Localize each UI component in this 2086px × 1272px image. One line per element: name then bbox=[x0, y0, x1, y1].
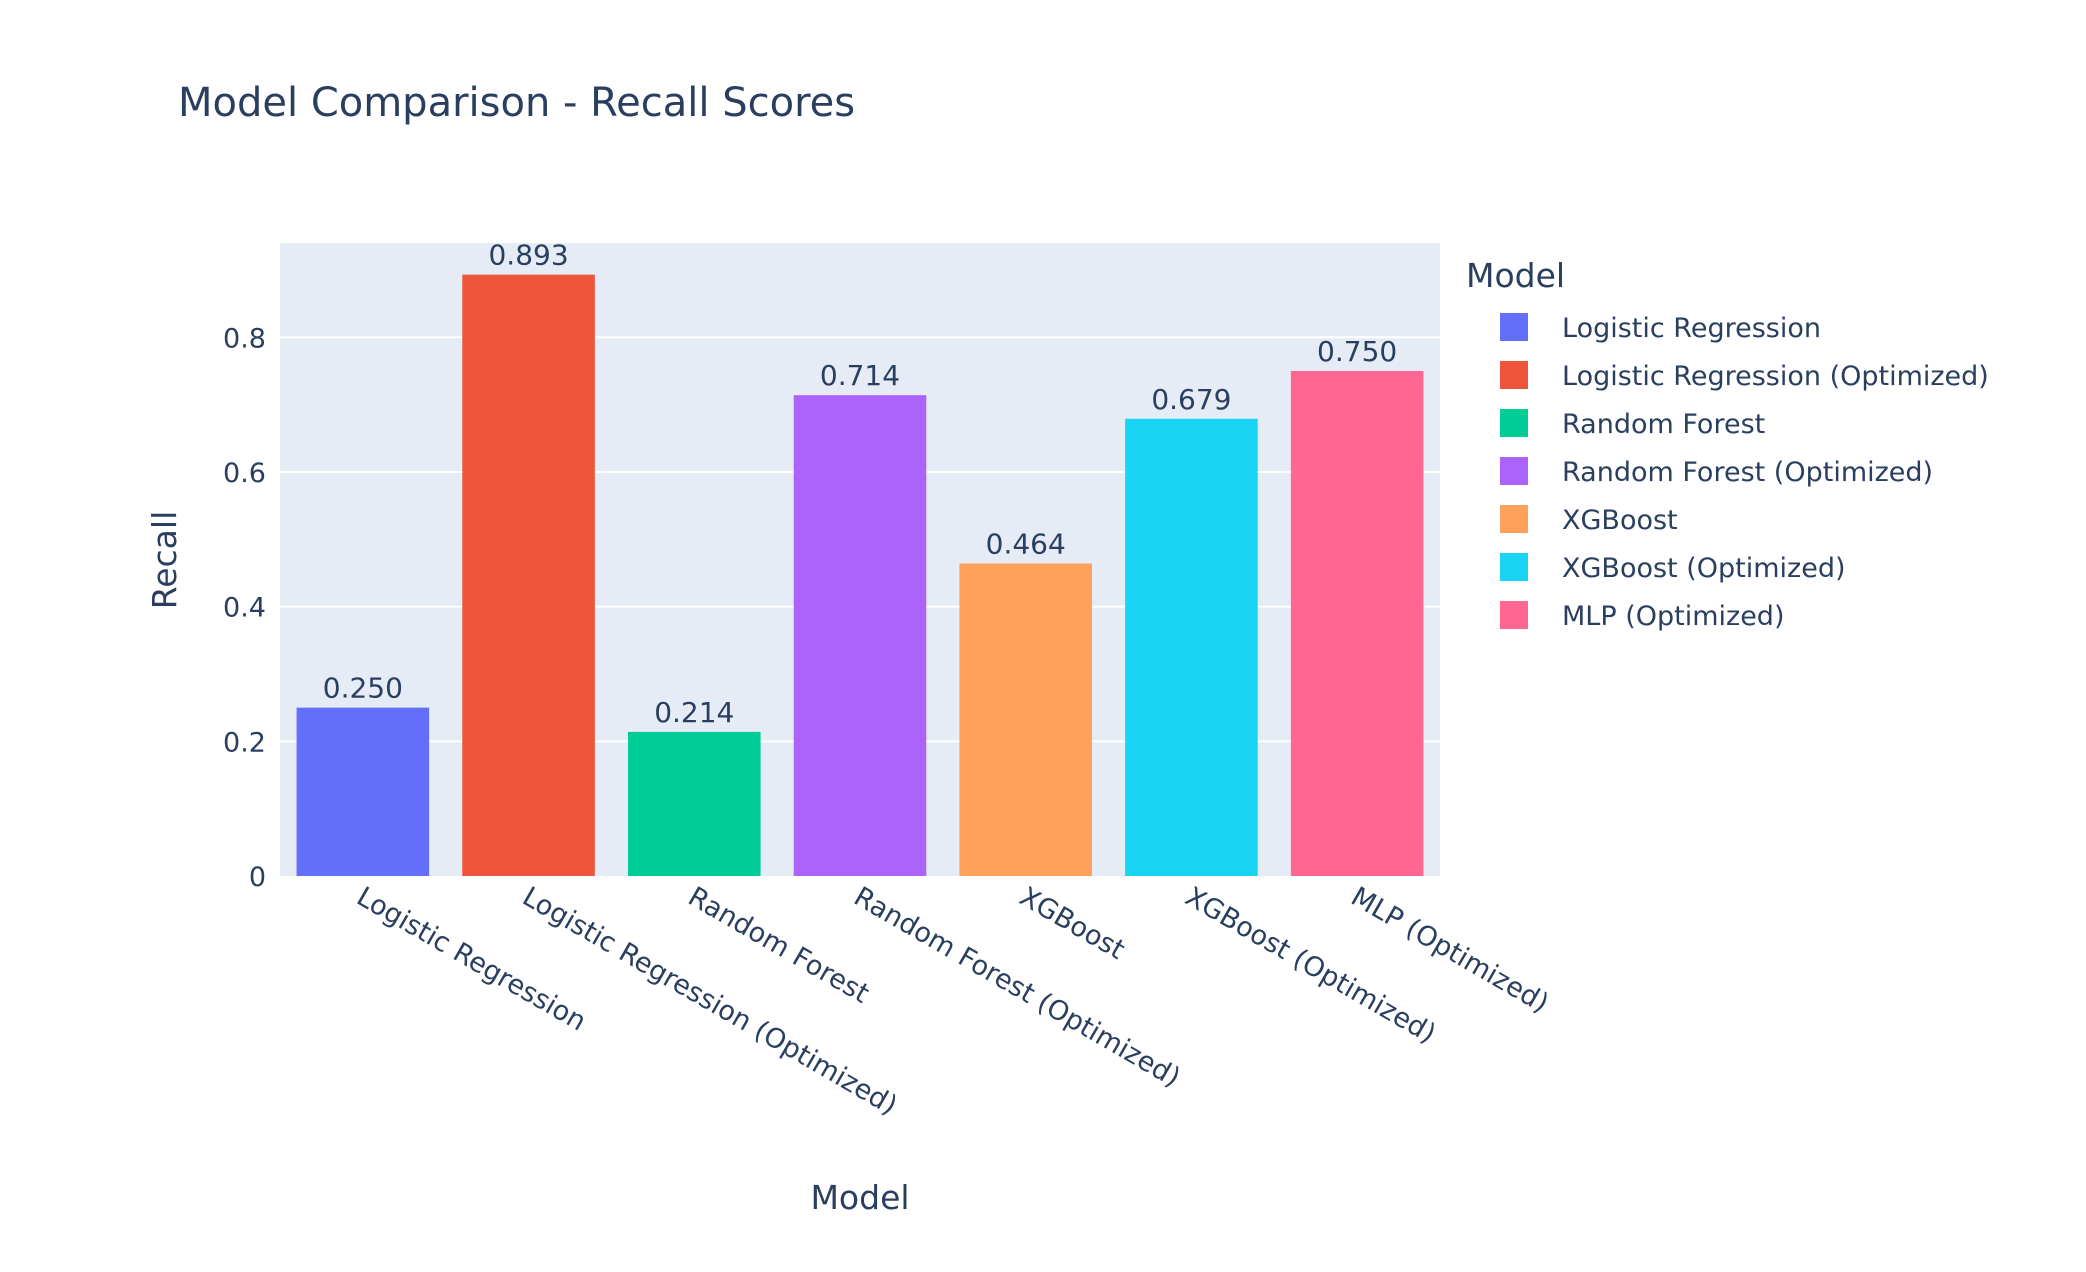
bar-value-label: 0.714 bbox=[820, 359, 900, 392]
legend-swatch bbox=[1500, 409, 1528, 437]
legend-item-label[interactable]: Random Forest bbox=[1562, 409, 1765, 440]
bar-value-label: 0.250 bbox=[323, 672, 403, 705]
legend-swatch bbox=[1500, 601, 1528, 629]
bar-value-label: 0.750 bbox=[1317, 335, 1397, 368]
bar-value-label: 0.893 bbox=[488, 239, 568, 272]
bar-value-label: 0.464 bbox=[986, 528, 1066, 561]
legend-item-label[interactable]: MLP (Optimized) bbox=[1562, 601, 1784, 632]
legend-items: Logistic Regression Logistic Regression (… bbox=[1500, 313, 1989, 632]
y-axis-title: Recall bbox=[145, 511, 184, 609]
y-tick-label: 0.2 bbox=[223, 727, 266, 758]
bars bbox=[296, 274, 1424, 876]
y-tick-label: 0.6 bbox=[223, 458, 266, 489]
bar-5[interactable] bbox=[959, 563, 1092, 876]
legend-swatch bbox=[1500, 313, 1528, 341]
bar-6[interactable] bbox=[1125, 418, 1258, 876]
bar-4[interactable] bbox=[793, 395, 927, 876]
legend-swatch bbox=[1500, 361, 1528, 389]
legend-item-label[interactable]: Logistic Regression bbox=[1562, 313, 1821, 344]
bar-value-labels: 0.250 0.893 0.214 0.714 0.464 0.679 0.750 bbox=[323, 239, 1397, 729]
chart-title: Model Comparison - Recall Scores bbox=[178, 80, 855, 126]
legend-swatch bbox=[1500, 553, 1528, 581]
bar-1[interactable] bbox=[296, 707, 430, 876]
y-tick-label: 0 bbox=[249, 862, 266, 893]
bar-3[interactable] bbox=[628, 731, 761, 876]
bar-7[interactable] bbox=[1290, 370, 1424, 876]
legend-swatch bbox=[1500, 457, 1528, 485]
bar-2[interactable] bbox=[462, 274, 595, 876]
legend-swatch bbox=[1500, 505, 1528, 533]
bar-value-label: 0.214 bbox=[654, 696, 734, 729]
y-tick-label: 0.4 bbox=[223, 593, 266, 624]
legend-item-label[interactable]: XGBoost bbox=[1562, 505, 1678, 536]
legend-title: Model bbox=[1466, 256, 1565, 295]
legend-item-label[interactable]: Random Forest (Optimized) bbox=[1562, 457, 1933, 488]
bar-value-label: 0.679 bbox=[1151, 383, 1231, 416]
y-tick-label: 0.8 bbox=[223, 323, 266, 354]
legend-item-label[interactable]: XGBoost (Optimized) bbox=[1562, 553, 1846, 584]
y-axis-ticks: 0 0.2 0.4 0.6 0.8 bbox=[223, 323, 266, 893]
x-axis-title: Model bbox=[810, 1178, 909, 1217]
legend-item-label[interactable]: Logistic Regression (Optimized) bbox=[1562, 361, 1989, 392]
